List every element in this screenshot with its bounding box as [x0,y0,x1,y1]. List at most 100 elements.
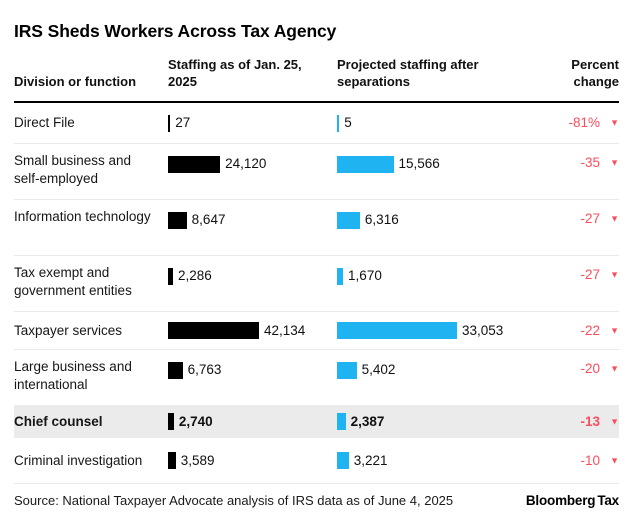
staffing-value: 8,647 [191,212,226,228]
table-row: Small business and self-employed 24,120 … [14,143,619,199]
staffing-bar [168,267,173,285]
table-row-highlighted: Chief counsel 2,740 2,387 -13 ▼ [14,405,619,439]
down-triangle-icon: ▼ [610,325,619,336]
bloomberg-tax-logo: Bloomberg Tax [526,493,619,508]
division-label: Direct File [14,115,75,131]
column-header-division: Division or function [14,73,137,89]
division-label: Information technology [14,209,151,225]
logo-bloomberg: Bloomberg [525,493,596,509]
projected-value: 3,221 [353,452,388,468]
projected-value: 15,566 [398,156,440,172]
projected-value: 2,387 [350,413,385,429]
division-label: Criminal investigation [14,452,143,468]
projected-value: 1,670 [348,268,382,284]
projected-cell: 1,670 [337,256,551,285]
projected-bar [337,155,394,173]
down-triangle-icon: ▼ [610,117,619,128]
staffing-value: 27 [175,115,191,131]
staffing-cell: 2,740 [168,413,337,431]
footer: Source: National Taxpayer Advocate analy… [14,493,619,508]
staffing-value: 2,286 [177,268,212,284]
projected-bar [337,413,346,431]
staffing-cell: 8,647 [168,200,337,229]
staffing-value: 3,589 [180,452,215,468]
projected-bar [337,211,360,229]
staffing-bar [168,155,221,173]
staffing-cell: 2,286 [168,256,337,285]
percent-value: -27 [580,211,600,227]
down-triangle-icon: ▼ [610,157,619,168]
logo-tax: Tax [597,493,619,509]
division-label: Tax exempt and government entities [14,265,132,299]
down-triangle-icon: ▼ [610,416,619,427]
projected-value: 33,053 [461,322,504,338]
table-row: Large business and international 6,763 5… [14,349,619,405]
percent-value: -22 [580,322,600,338]
percent-value: -20 [580,361,600,377]
projected-bar [337,452,349,470]
down-triangle-icon: ▼ [610,363,619,374]
projected-cell: 33,053 [337,322,551,340]
projected-bar [337,114,340,132]
column-header-staffing: Staffing as of Jan. 25, 2025 [168,57,302,89]
division-label: Taxpayer services [14,322,123,338]
percent-cell: -35 ▼ [551,144,619,172]
table-row: Criminal investigation 3,589 3,221 -10 ▼ [14,438,619,483]
percent-cell: -22 ▼ [551,322,619,340]
projected-value: 6,316 [364,212,399,228]
down-triangle-icon: ▼ [610,269,619,280]
staffing-value: 24,120 [225,156,267,172]
percent-cell: -13 ▼ [551,413,619,431]
projected-cell: 2,387 [337,413,551,431]
table-row: Information technology 8,647 6,316 -27 ▼ [14,199,619,255]
projected-value: 5 [344,115,352,131]
table-row: Tax exempt and government entities 2,286… [14,255,619,311]
projected-cell: 6,316 [337,200,551,229]
staffing-cell: 6,763 [168,350,337,379]
projected-cell: 5 [337,114,551,132]
projected-cell: 5,402 [337,350,551,379]
down-triangle-icon: ▼ [610,213,619,224]
source-note: Source: National Taxpayer Advocate analy… [14,493,454,509]
staffing-value: 2,740 [178,413,213,429]
percent-cell: -20 ▼ [551,350,619,378]
staffing-bar [168,361,183,379]
division-label: Chief counsel [14,413,103,429]
staffing-cell: 27 [168,114,337,132]
projected-bar [337,361,357,379]
column-header-percent: Percent change [571,57,619,89]
staffing-value: 42,134 [264,322,306,338]
table-bottom-rule [14,483,619,485]
table-body: Direct File 27 5 -81% ▼ Small business a… [14,103,619,485]
column-header-projected: Projected staffing after separations [337,57,479,89]
chart-title: IRS Sheds Workers Across Tax Agency [14,21,337,41]
projected-bar [337,267,344,285]
percent-value: -13 [580,413,600,429]
staffing-cell: 3,589 [168,452,337,470]
staffing-bar [168,114,171,132]
percent-value: -10 [580,452,600,468]
percent-cell: -81% ▼ [551,114,619,132]
staffing-bar [168,211,187,229]
staffing-bar [168,452,176,470]
percent-value: -27 [580,267,600,283]
down-triangle-icon: ▼ [610,455,619,466]
staffing-bar [168,322,259,340]
projected-cell: 3,221 [337,452,551,470]
percent-cell: -27 ▼ [551,200,619,228]
percent-value: -35 [580,155,600,171]
projected-value: 5,402 [361,362,396,378]
division-label: Large business and international [14,359,132,393]
staffing-cell: 24,120 [168,144,337,173]
staffing-cell: 42,134 [168,322,337,340]
staffing-value: 6,763 [187,362,222,378]
table-header-row: Division or function Staffing as of Jan.… [14,57,619,104]
percent-cell: -27 ▼ [551,256,619,284]
projected-cell: 15,566 [337,144,551,173]
staffing-bar [168,413,174,431]
table-row: Direct File 27 5 -81% ▼ [14,103,619,143]
table-row: Taxpayer services 42,134 33,053 -22 ▼ [14,311,619,349]
projected-bar [337,322,457,340]
percent-value: -81% [568,115,600,131]
